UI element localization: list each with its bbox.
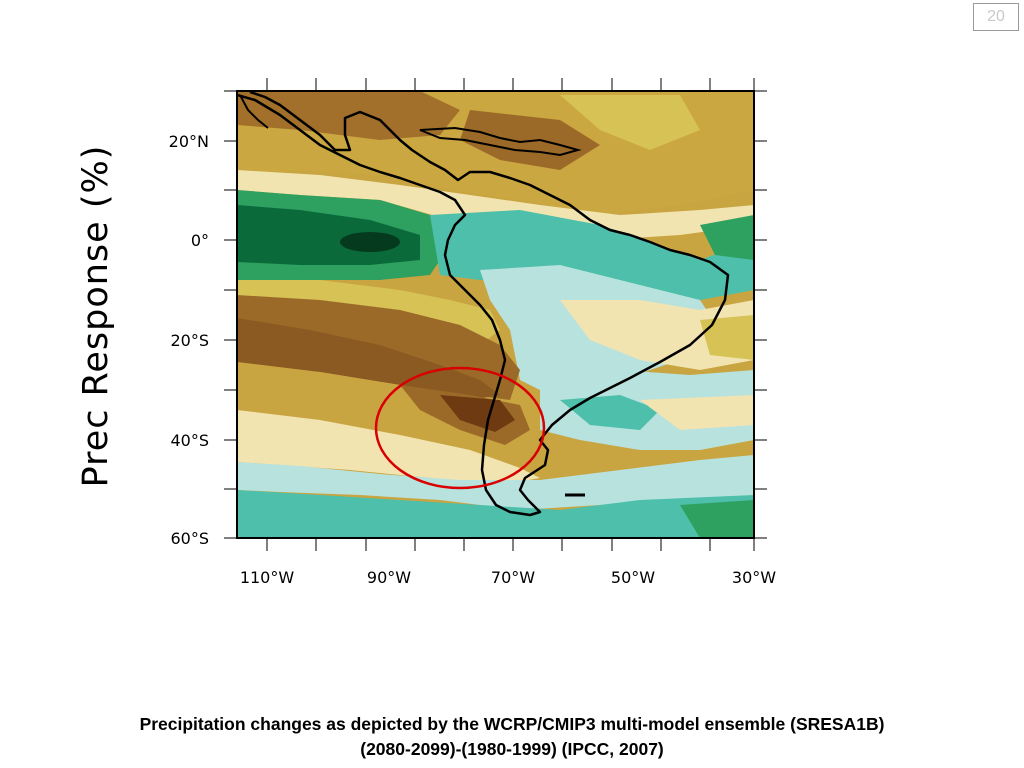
field-equator-pale-north: [237, 170, 754, 240]
lat-label-0: 0°: [190, 231, 209, 250]
field-atlantic-green: [700, 215, 754, 260]
coastline-americas: [237, 91, 730, 517]
field-subtropic-darker: [237, 318, 500, 400]
lon-label-90w: 90°W: [366, 568, 412, 587]
field-south-atlantic-teal: [560, 395, 660, 430]
field-atlantic-yellow: [560, 95, 700, 150]
map-frame: [236, 90, 755, 539]
lon-label-30w: 30°W: [731, 568, 777, 587]
field-southern-ocean-teal: [237, 490, 754, 538]
lon-label-50w: 50°W: [610, 568, 656, 587]
field-chile-dark-brown: [440, 395, 515, 432]
field-south-atlantic-pale: [640, 395, 754, 430]
lat-label-60s: 60°S: [170, 529, 209, 548]
axis-ticks: [224, 78, 767, 551]
lon-label-110w: 110°W: [239, 568, 295, 587]
caption-line-1: Precipitation changes as depicted by the…: [139, 714, 885, 734]
coastline-caribbean: [419, 126, 582, 157]
field-southern-ocean-green: [680, 500, 754, 538]
coastline-baja: [239, 94, 269, 129]
lat-label-20s: 20°S: [170, 331, 209, 350]
highlight-circle: [374, 366, 546, 490]
field-east-pale-yellow: [560, 300, 754, 370]
field-south-pale-yellow: [237, 410, 540, 485]
precipitation-field: [237, 91, 754, 538]
field-east-yellow: [700, 315, 754, 360]
field-equator-core: [340, 232, 400, 252]
lon-label-70w: 70°W: [490, 568, 536, 587]
caption-line-2: (2080-2099)-(1980-1999) (IPCC, 2007): [360, 739, 664, 759]
lat-label-40s: 40°S: [170, 431, 209, 450]
field-midlat-olive: [237, 362, 540, 465]
page-number-badge: 20: [973, 3, 1019, 31]
slide-caption: Precipitation changes as depicted by the…: [20, 712, 1004, 762]
lat-label-20n: 20°N: [168, 132, 209, 151]
